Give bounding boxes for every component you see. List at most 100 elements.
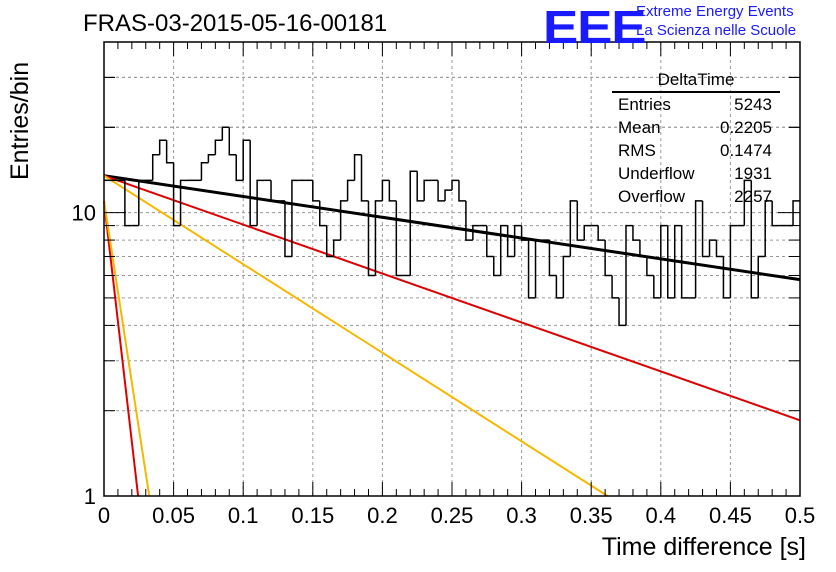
histogram-bin — [138, 179, 146, 226]
histogram-bin — [708, 239, 717, 257]
histogram-bin — [618, 297, 626, 327]
histogram-bin — [228, 127, 237, 156]
x-tick-label: 0.05 — [152, 503, 195, 528]
histogram-bin — [124, 180, 132, 227]
histogram-bin — [673, 224, 682, 298]
stat-value: 5243 — [734, 95, 772, 114]
histogram-bin — [729, 224, 738, 298]
stat-row-overflow: Overflow 2257 — [612, 185, 780, 208]
histogram-bin — [312, 180, 320, 202]
histogram-bin — [764, 200, 773, 257]
histogram-bin — [388, 180, 397, 202]
histogram-bin — [332, 239, 341, 257]
fit-curves — [103, 174, 801, 497]
histogram-bin — [339, 200, 348, 241]
stat-label: Overflow — [618, 187, 686, 206]
histogram-bin — [499, 224, 508, 276]
histogram-bin — [757, 255, 766, 298]
stat-label: Mean — [618, 118, 661, 137]
histogram-bin — [520, 225, 529, 241]
stat-label: RMS — [618, 141, 656, 160]
histogram-bin — [416, 171, 425, 202]
stats-title: DeltaTime — [612, 70, 780, 93]
histogram-bin — [214, 139, 223, 155]
y-axis-label: Entries/bin — [6, 61, 34, 180]
histogram-bin — [374, 200, 383, 276]
histogram-bin — [172, 162, 181, 227]
histogram-bin — [221, 126, 230, 141]
histogram-bin — [694, 200, 703, 298]
org-name-line1: Extreme Energy Events — [636, 3, 794, 20]
histogram-bin — [346, 179, 355, 201]
x-axis-label: Time difference [s] — [601, 533, 806, 561]
histogram-bin — [444, 189, 452, 201]
x-tick-label: 0.35 — [570, 503, 613, 528]
histogram-bin — [527, 240, 536, 299]
histogram-bin — [200, 161, 209, 181]
histogram-bin — [680, 225, 689, 299]
chart-title: FRAS-03-2015-05-16-00181 — [83, 10, 388, 37]
stats-box: DeltaTime Entries 5243 Mean 0.2205 RMS 0… — [612, 70, 780, 208]
histogram-bin — [576, 200, 585, 241]
histogram-bin — [437, 180, 446, 202]
histogram-bin — [625, 224, 633, 326]
histogram-bin — [750, 180, 759, 299]
x-tick-label: 0.25 — [431, 503, 474, 528]
fit-curve-yellow — [103, 174, 609, 497]
histogram-bin — [367, 200, 376, 277]
histogram-bin — [562, 255, 571, 298]
histogram-bin — [583, 224, 592, 241]
histogram-bin — [792, 200, 800, 226]
histogram-bin — [604, 240, 613, 277]
histogram-bin — [569, 200, 578, 257]
fit-curve-black — [103, 174, 801, 282]
histogram-bin — [534, 239, 543, 298]
histogram-bin — [660, 224, 668, 298]
y-tick-label: 1 — [84, 484, 96, 509]
stat-row-rms: RMS 0.1474 — [612, 139, 780, 162]
histogram-bin — [395, 200, 404, 277]
x-tick-label: 0.5 — [785, 503, 816, 528]
histogram-bin — [632, 225, 640, 241]
histogram-bin — [158, 139, 167, 155]
histogram-bin — [555, 275, 564, 299]
histogram-bin — [451, 179, 459, 191]
histogram-bin — [465, 200, 473, 241]
histogram-bin — [771, 200, 780, 227]
x-tick-label: 0.45 — [709, 503, 752, 528]
y-tick-label: 10 — [72, 201, 96, 226]
histogram-bin — [151, 154, 160, 181]
histogram-bin — [611, 275, 620, 299]
histogram-bin — [179, 179, 188, 226]
histogram-bin — [235, 154, 244, 182]
x-tick-label: 0.15 — [291, 503, 334, 528]
stat-value: 1931 — [734, 164, 772, 183]
histogram-bin — [458, 180, 466, 202]
histogram-bin — [381, 179, 390, 201]
histogram-bin — [165, 140, 174, 164]
histogram-bin — [256, 179, 265, 226]
x-tick-label: 0.4 — [646, 503, 677, 528]
fit-curve-red — [103, 174, 801, 422]
histogram-bin — [409, 170, 418, 276]
histogram-bin — [639, 240, 647, 258]
histogram-bin — [207, 154, 216, 163]
histogram-bin — [722, 256, 731, 299]
histogram-bin — [472, 224, 480, 241]
histogram-bin — [653, 275, 661, 299]
histogram-bin — [548, 240, 557, 277]
histogram-bin — [423, 179, 432, 201]
stat-row-underflow: Underflow 1931 — [612, 162, 780, 185]
fit-curve-yellow — [103, 200, 151, 497]
stat-value: 2257 — [734, 187, 772, 206]
histogram-bin — [597, 225, 606, 241]
histogram-bin — [325, 225, 334, 258]
stat-row-mean: Mean 0.2205 — [612, 116, 780, 139]
x-tick-label: 0.2 — [367, 503, 398, 528]
histogram-bin — [493, 256, 501, 277]
histogram-bin — [291, 179, 299, 257]
stat-row-entries: Entries 5243 — [612, 93, 780, 116]
fit-curve-red — [103, 200, 140, 497]
tick-labels: 0 0.05 0.1 0.15 0.2 0.25 0.3 0.35 0.4 0.45 0.5 1 10 — [72, 201, 816, 528]
